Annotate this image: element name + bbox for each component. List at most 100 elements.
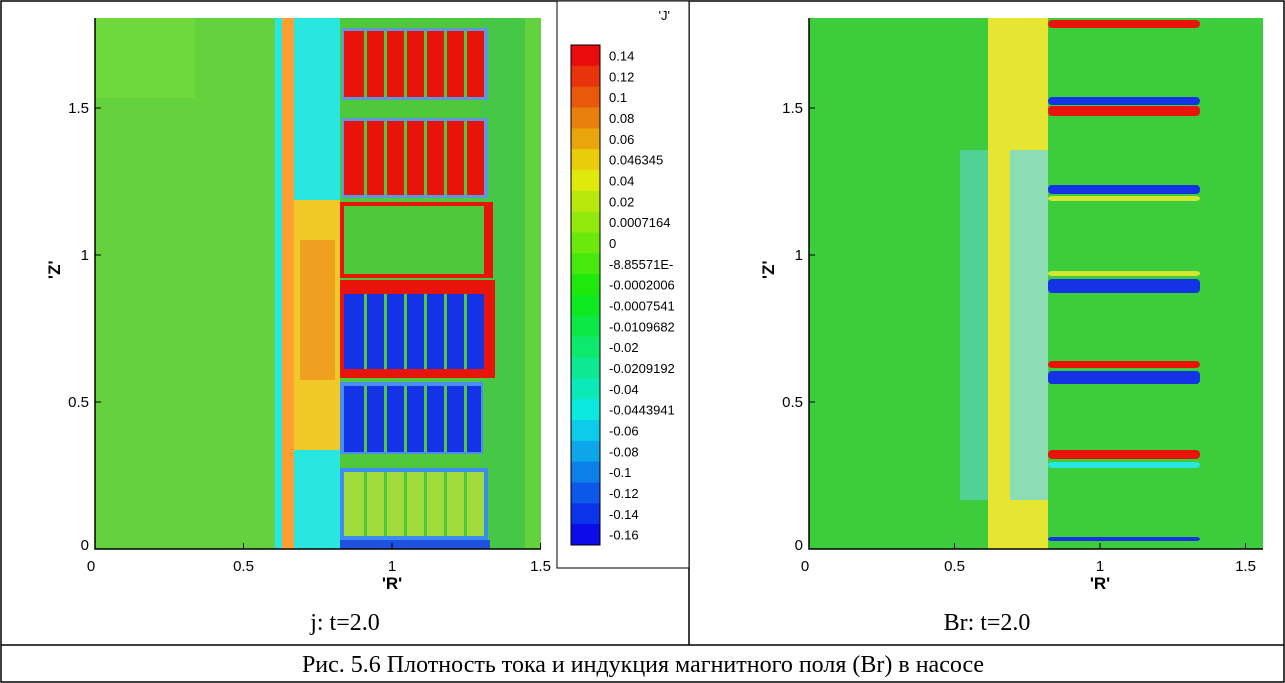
legend-label: -0.0443941: [609, 403, 675, 418]
field-region: [1010, 150, 1048, 500]
legend-swatch: [571, 482, 600, 504]
legend-label: -0.04: [609, 382, 639, 397]
field-separator: [364, 31, 367, 97]
legend-swatch: [571, 440, 600, 463]
legend-label: -0.0209192: [609, 361, 675, 376]
field-separator: [404, 121, 407, 195]
field-separator: [384, 31, 387, 97]
panel-caption: Br: t=2.0: [944, 610, 1031, 636]
field-separator: [384, 386, 387, 452]
legend-label: 0.046345: [609, 153, 663, 168]
x-tick-label: 0: [801, 558, 809, 575]
legend-swatch: [571, 524, 600, 546]
legend-swatch: [571, 86, 600, 108]
legend-swatch: [571, 190, 600, 213]
x-tick-label: 0: [87, 558, 95, 575]
legend-swatch: [571, 336, 600, 358]
field-separator: [364, 294, 367, 369]
field-separator: [444, 472, 447, 536]
field-stripe: [1048, 196, 1200, 201]
legend-swatch: [571, 357, 600, 379]
legend-label: 0.1: [609, 90, 627, 105]
legend-swatch: [571, 461, 600, 483]
field-separator: [364, 472, 367, 536]
legend-swatch: [571, 149, 600, 171]
legend-label: -0.0002006: [609, 278, 675, 293]
y-tick-label: 1: [795, 247, 803, 264]
y-tick-label: 0: [81, 537, 89, 554]
field-region: [282, 18, 294, 549]
legend-swatch: [571, 107, 600, 129]
legend-label: -0.02: [609, 340, 639, 355]
field-separator: [404, 294, 407, 369]
field-stripe: [1048, 106, 1200, 116]
field-stripe: [1048, 371, 1200, 384]
legend-swatch: [571, 295, 600, 317]
legend-swatch: [571, 65, 600, 88]
legend: 'J' 0.14 0.12 0.1 0.08 0.06 0.046345 0.04 0.02 0.…: [556, 0, 690, 569]
field-stripe: [1048, 450, 1200, 459]
legend-swatch: [571, 232, 600, 254]
legend-swatch: [571, 253, 600, 275]
field-region: [300, 240, 335, 380]
legend-label: -0.12: [609, 486, 639, 501]
field-stripe: [1048, 185, 1200, 194]
legend-label: -0.16: [609, 528, 639, 543]
field-separator: [424, 121, 427, 195]
y-tick-label: 0.5: [782, 394, 803, 411]
x-tick-label: 1: [1096, 558, 1104, 575]
field-separator: [404, 472, 407, 536]
legend-label: 0.14: [609, 48, 634, 63]
field-stripe: [1048, 279, 1200, 293]
field-separator: [464, 386, 467, 452]
legend-label: -0.14: [609, 507, 639, 522]
field-stripe: [1048, 97, 1200, 105]
y-axis-label: 'Z': [759, 260, 778, 278]
field-separator: [444, 31, 447, 97]
legend-title: 'J': [659, 8, 670, 23]
field-separator: [424, 386, 427, 452]
field-stripe: [1048, 462, 1200, 468]
field-region: [344, 294, 484, 369]
field-separator: [404, 31, 407, 97]
legend-label: -0.0109682: [609, 319, 675, 334]
contour-field: [809, 18, 1263, 549]
field-separator: [404, 386, 407, 452]
y-tick-label: 1: [81, 247, 89, 264]
field-separator: [464, 31, 467, 97]
field-separator: [424, 472, 427, 536]
legend-swatch: [571, 128, 600, 150]
legend-label: 0.12: [609, 69, 634, 84]
legend-bar-frame: [570, 44, 601, 546]
y-tick-label: 0: [795, 537, 803, 554]
legend-label: 0.08: [609, 111, 634, 126]
field-stripe: [1048, 361, 1200, 368]
field-separator: [424, 31, 427, 97]
field-region: [344, 206, 484, 274]
legend-label: 0: [609, 236, 616, 251]
field-separator: [424, 294, 427, 369]
legend-label: 0.04: [609, 173, 634, 188]
field-separator: [464, 472, 467, 536]
field-region: [340, 540, 490, 549]
legend-label: -0.08: [609, 444, 639, 459]
panel-caption: j: t=2.0: [309, 610, 380, 636]
field-separator: [384, 472, 387, 536]
field-separator: [364, 386, 367, 452]
field-region: [344, 121, 484, 195]
y-tick-label: 1.5: [68, 100, 89, 117]
legend-swatch: [571, 274, 600, 296]
field-separator: [444, 294, 447, 369]
field-separator: [444, 386, 447, 452]
field-region: [344, 31, 484, 97]
x-axis-label: 'R': [1090, 574, 1110, 593]
legend-swatch: [571, 211, 600, 233]
y-axis-label: 'Z': [45, 260, 64, 278]
field-separator: [384, 294, 387, 369]
legend-swatch: [571, 503, 600, 525]
legend-swatch: [571, 378, 600, 400]
x-tick-label: 1.5: [530, 558, 551, 575]
y-tick-label: 0.5: [68, 394, 89, 411]
field-separator: [384, 121, 387, 195]
y-tick-label: 1.5: [782, 100, 803, 117]
